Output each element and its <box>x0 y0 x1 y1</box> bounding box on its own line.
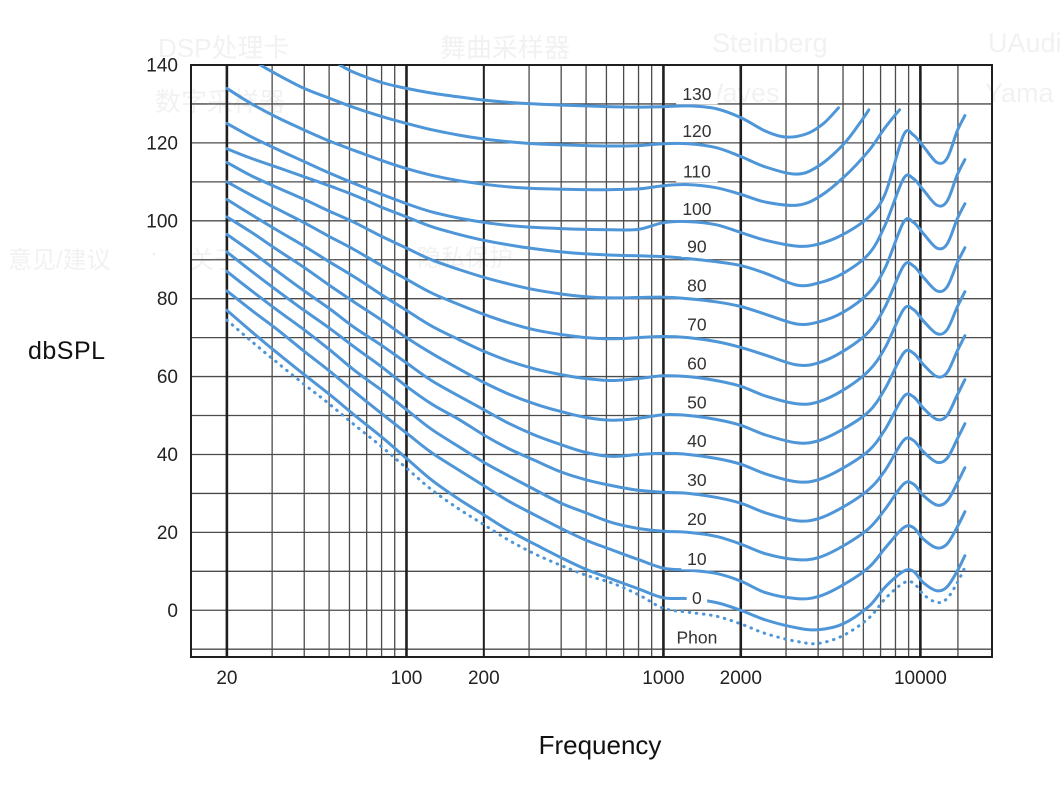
plot-border <box>190 64 993 658</box>
curve-label-patch <box>686 587 708 609</box>
loudness-curve <box>225 232 967 484</box>
curve-label-patch <box>681 469 713 491</box>
curve-label: 70 <box>687 314 707 334</box>
curve-label: Phon <box>676 628 717 648</box>
loudness-curve <box>225 160 967 327</box>
loudness-curve <box>225 250 967 523</box>
curve-label: 20 <box>687 509 707 529</box>
curve-label: 100 <box>682 199 711 219</box>
loudness-curve <box>225 215 967 445</box>
y-tick-label: 60 <box>157 367 178 388</box>
x-axis-title: Frequency <box>538 730 662 760</box>
x-tick-label: 10000 <box>894 668 947 689</box>
curve-label: 90 <box>687 236 707 256</box>
curve-label: 110 <box>683 162 711 182</box>
curve-label-patch <box>681 391 713 413</box>
x-tick-label: 1000 <box>642 668 684 689</box>
curve-label-patch <box>676 198 718 220</box>
curve-label: 30 <box>687 470 707 490</box>
curve-label-patch <box>681 235 713 257</box>
x-tick-label: 20 <box>216 668 237 689</box>
curve-label: 10 <box>687 549 707 569</box>
curve-label-patch <box>681 313 713 335</box>
loudness-curve <box>225 180 967 367</box>
y-tick-label: 100 <box>146 211 178 232</box>
y-tick-label: 120 <box>146 133 178 154</box>
y-axis-title: dbSPL <box>28 337 106 365</box>
loudness-curve <box>225 86 902 207</box>
curve-label-patch <box>681 430 713 452</box>
curve-label: 0 <box>692 588 702 608</box>
curve-label-patch <box>681 508 713 530</box>
loudness-curve <box>225 308 967 632</box>
loudness-curve <box>225 197 967 406</box>
x-tick-label: 200 <box>468 668 500 689</box>
y-tick-label: 20 <box>157 523 178 544</box>
curve-label-patch <box>676 120 718 142</box>
curve-label: 80 <box>687 275 707 295</box>
loudness-curve <box>225 147 967 288</box>
curve-label-patch <box>670 627 723 649</box>
curve-label-patch <box>681 352 713 374</box>
curve-label-patch <box>681 274 713 296</box>
loudness-curve <box>225 289 967 601</box>
y-tick-label: 40 <box>157 445 178 466</box>
curve-label-patch <box>676 83 718 105</box>
curve-label: 50 <box>687 392 707 412</box>
curve-label-patch <box>681 548 713 570</box>
loudness-curve <box>225 269 967 562</box>
curve-label: 120 <box>682 121 711 141</box>
y-tick-label: 140 <box>146 56 178 77</box>
y-tick-label: 0 <box>167 601 178 622</box>
y-tick-label: 80 <box>157 289 178 310</box>
curve-label-patch <box>676 161 718 183</box>
curve-label: 130 <box>682 84 711 104</box>
loudness-curve <box>338 65 840 139</box>
x-tick-label: 2000 <box>720 668 762 689</box>
loudness-curve <box>258 65 871 176</box>
loudness-curve <box>225 114 967 248</box>
curve-label: 40 <box>687 431 707 451</box>
x-tick-label: 100 <box>391 668 423 689</box>
curve-label: 60 <box>687 353 707 373</box>
